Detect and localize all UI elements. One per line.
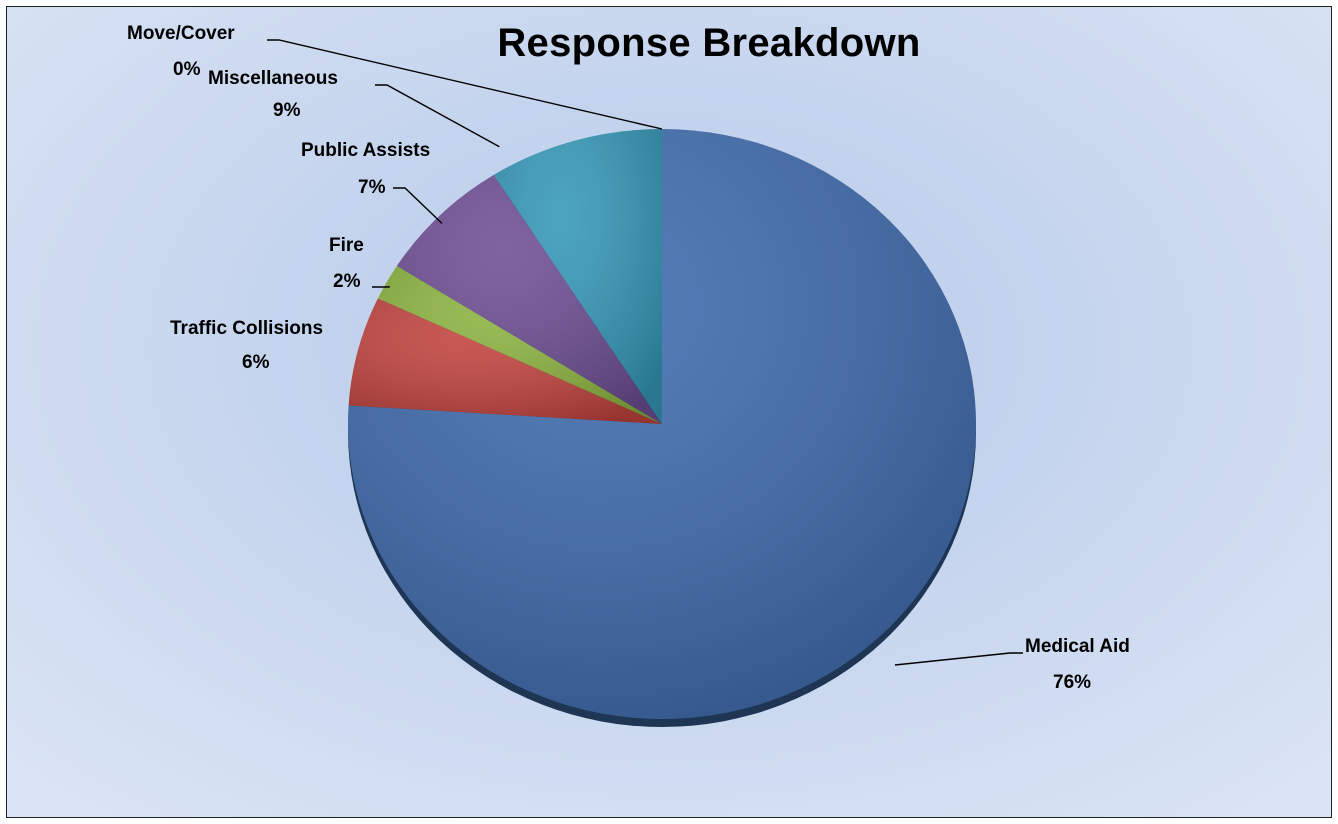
slice-shade-fire <box>377 265 662 424</box>
label-fire: Fire <box>329 235 364 256</box>
leader-move-cover <box>267 39 663 130</box>
chart-area: Response Breakdown Move/Cover 0% Miscell… <box>6 6 1332 818</box>
label-traffic-collisions: Traffic Collisions <box>170 318 323 339</box>
pct-medical-aid: 76% <box>1053 672 1091 693</box>
slice-shade-traffic-collisions <box>348 298 662 424</box>
chart-title: Response Breakdown <box>497 21 921 65</box>
leader-medical-aid <box>894 652 1023 666</box>
pie-chart: Move/Cover 0% Miscellaneous 9% Public As… <box>127 23 1130 727</box>
label-public-assists: Public Assists <box>301 140 430 161</box>
leader-public-assists <box>393 187 443 224</box>
label-miscellaneous: Miscellaneous <box>208 68 338 89</box>
slice-shade-public-assists <box>396 174 662 424</box>
slice-shade-miscellaneous <box>493 129 662 424</box>
label-move-cover: Move/Cover <box>127 23 235 44</box>
pct-fire: 2% <box>333 271 361 292</box>
pct-public-assists: 7% <box>358 177 386 198</box>
leader-miscellaneous <box>375 84 500 148</box>
pct-move-cover: 0% <box>173 59 201 80</box>
label-medical-aid: Medical Aid <box>1025 636 1130 657</box>
pct-traffic-collisions: 6% <box>242 352 270 373</box>
pct-miscellaneous: 9% <box>273 100 301 121</box>
